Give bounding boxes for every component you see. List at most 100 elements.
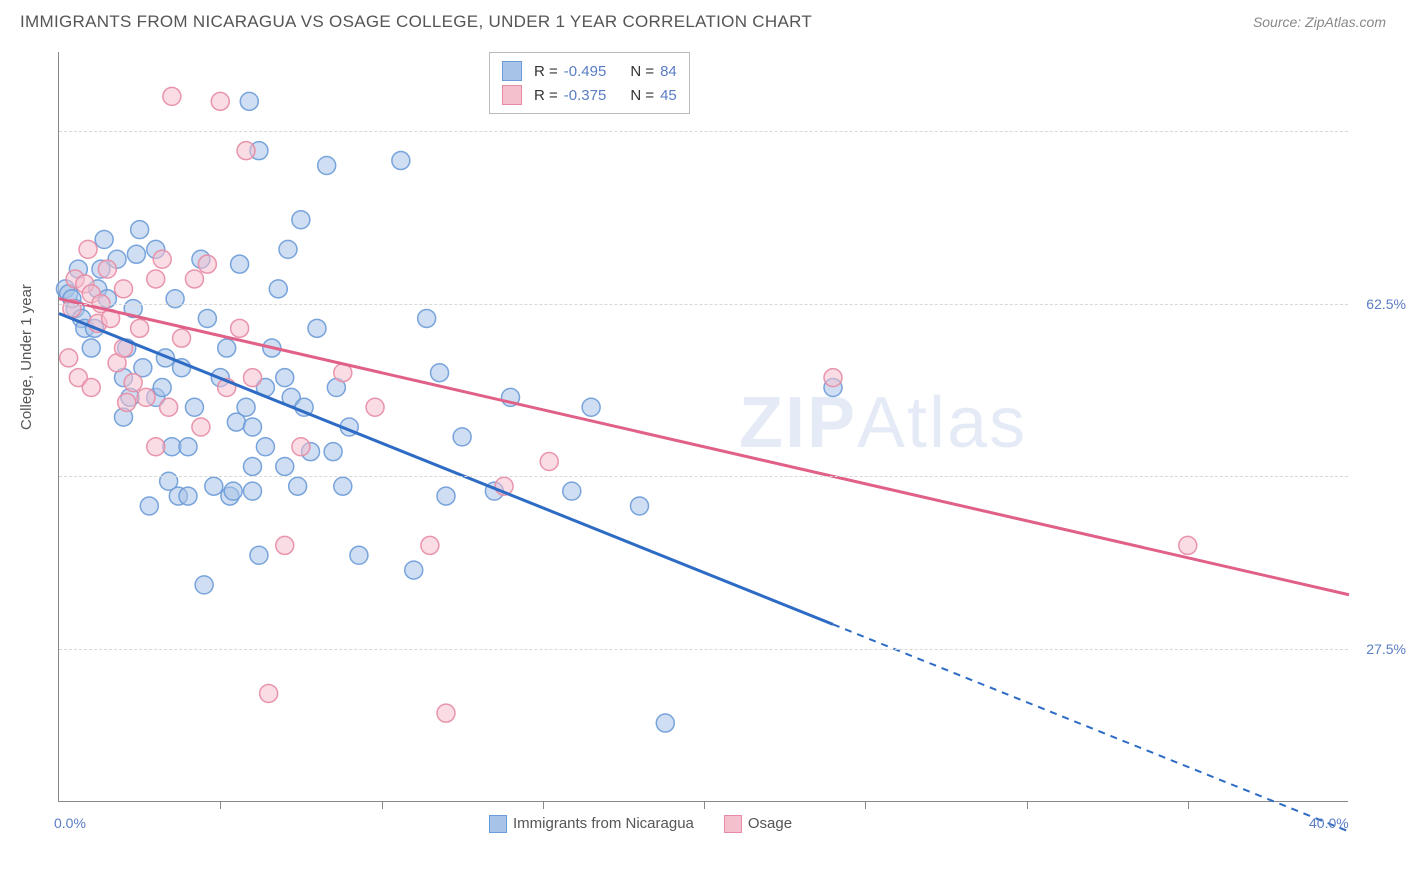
data-point bbox=[244, 369, 262, 387]
data-point bbox=[392, 152, 410, 170]
legend-swatch bbox=[489, 815, 507, 833]
x-tick bbox=[543, 801, 544, 809]
y-axis-title: College, Under 1 year bbox=[18, 284, 35, 430]
legend-row: R = -0.375N = 45 bbox=[502, 83, 677, 107]
data-point bbox=[79, 240, 97, 258]
data-point bbox=[198, 255, 216, 273]
legend-swatch bbox=[502, 61, 522, 81]
data-point bbox=[240, 92, 258, 110]
data-point bbox=[318, 156, 336, 174]
plot-svg bbox=[59, 52, 1348, 801]
data-point bbox=[60, 349, 78, 367]
data-point bbox=[631, 497, 649, 515]
legend-row: R = -0.495N = 84 bbox=[502, 59, 677, 83]
data-point bbox=[405, 561, 423, 579]
data-point bbox=[124, 374, 142, 392]
regression-line-dashed bbox=[833, 624, 1349, 831]
scatter-chart: ZIPAtlas R = -0.495N = 84R = -0.375N = 4… bbox=[58, 52, 1348, 802]
data-point bbox=[163, 438, 181, 456]
chart-title: IMMIGRANTS FROM NICARAGUA VS OSAGE COLLE… bbox=[20, 12, 812, 32]
legend-swatch bbox=[724, 815, 742, 833]
y-tick-label: 27.5% bbox=[1366, 641, 1406, 657]
data-point bbox=[308, 319, 326, 337]
legend-label: Immigrants from Nicaragua bbox=[513, 815, 694, 832]
gridline bbox=[59, 649, 1348, 650]
data-point bbox=[224, 482, 242, 500]
data-point bbox=[153, 250, 171, 268]
data-point bbox=[115, 280, 133, 298]
data-point bbox=[179, 438, 197, 456]
n-value: 84 bbox=[660, 63, 677, 80]
data-point bbox=[292, 211, 310, 229]
x-tick bbox=[1188, 801, 1189, 809]
data-point bbox=[231, 319, 249, 337]
x-tick-label: 0.0% bbox=[54, 815, 86, 831]
data-point bbox=[131, 319, 149, 337]
data-point bbox=[276, 536, 294, 554]
data-point bbox=[421, 536, 439, 554]
data-point bbox=[334, 477, 352, 495]
n-label: N = bbox=[630, 87, 654, 104]
gridline bbox=[59, 304, 1348, 305]
gridline bbox=[59, 476, 1348, 477]
data-point bbox=[656, 714, 674, 732]
data-point bbox=[453, 428, 471, 446]
data-point bbox=[95, 231, 113, 249]
x-tick bbox=[865, 801, 866, 809]
data-point bbox=[582, 398, 600, 416]
data-point bbox=[173, 329, 191, 347]
source-label: Source: ZipAtlas.com bbox=[1253, 14, 1386, 30]
r-label: R = bbox=[534, 87, 558, 104]
data-point bbox=[166, 290, 184, 308]
y-tick-label: 62.5% bbox=[1366, 296, 1406, 312]
data-point bbox=[205, 477, 223, 495]
data-point bbox=[127, 245, 145, 263]
data-point bbox=[231, 255, 249, 273]
data-point bbox=[540, 453, 558, 471]
data-point bbox=[82, 339, 100, 357]
legend-series: Immigrants from Nicaragua Osage bbox=[489, 815, 792, 833]
data-point bbox=[211, 92, 229, 110]
data-point bbox=[244, 418, 262, 436]
data-point bbox=[269, 280, 287, 298]
data-point bbox=[437, 487, 455, 505]
data-point bbox=[1179, 536, 1197, 554]
header: IMMIGRANTS FROM NICARAGUA VS OSAGE COLLE… bbox=[0, 0, 1406, 40]
data-point bbox=[195, 576, 213, 594]
data-point bbox=[198, 309, 216, 327]
data-point bbox=[824, 369, 842, 387]
regression-line bbox=[59, 314, 833, 625]
legend-correlation: R = -0.495N = 84R = -0.375N = 45 bbox=[489, 52, 690, 114]
data-point bbox=[137, 388, 155, 406]
data-point bbox=[98, 260, 116, 278]
legend-item: Immigrants from Nicaragua bbox=[489, 815, 694, 833]
data-point bbox=[279, 240, 297, 258]
x-tick bbox=[1027, 801, 1028, 809]
data-point bbox=[418, 309, 436, 327]
data-point bbox=[185, 398, 203, 416]
x-tick bbox=[382, 801, 383, 809]
r-value: -0.375 bbox=[564, 87, 607, 104]
data-point bbox=[250, 546, 268, 564]
data-point bbox=[218, 339, 236, 357]
data-point bbox=[366, 398, 384, 416]
legend-swatch bbox=[502, 85, 522, 105]
x-tick bbox=[704, 801, 705, 809]
data-point bbox=[324, 443, 342, 461]
data-point bbox=[147, 438, 165, 456]
data-point bbox=[350, 546, 368, 564]
data-point bbox=[437, 704, 455, 722]
data-point bbox=[160, 398, 178, 416]
data-point bbox=[192, 418, 210, 436]
data-point bbox=[431, 364, 449, 382]
data-point bbox=[276, 369, 294, 387]
data-point bbox=[118, 393, 136, 411]
data-point bbox=[244, 457, 262, 475]
data-point bbox=[140, 497, 158, 515]
data-point bbox=[147, 270, 165, 288]
data-point bbox=[163, 87, 181, 105]
data-point bbox=[563, 482, 581, 500]
data-point bbox=[289, 477, 307, 495]
legend-label: Osage bbox=[748, 815, 792, 832]
x-tick-label: 40.0% bbox=[1309, 815, 1349, 831]
